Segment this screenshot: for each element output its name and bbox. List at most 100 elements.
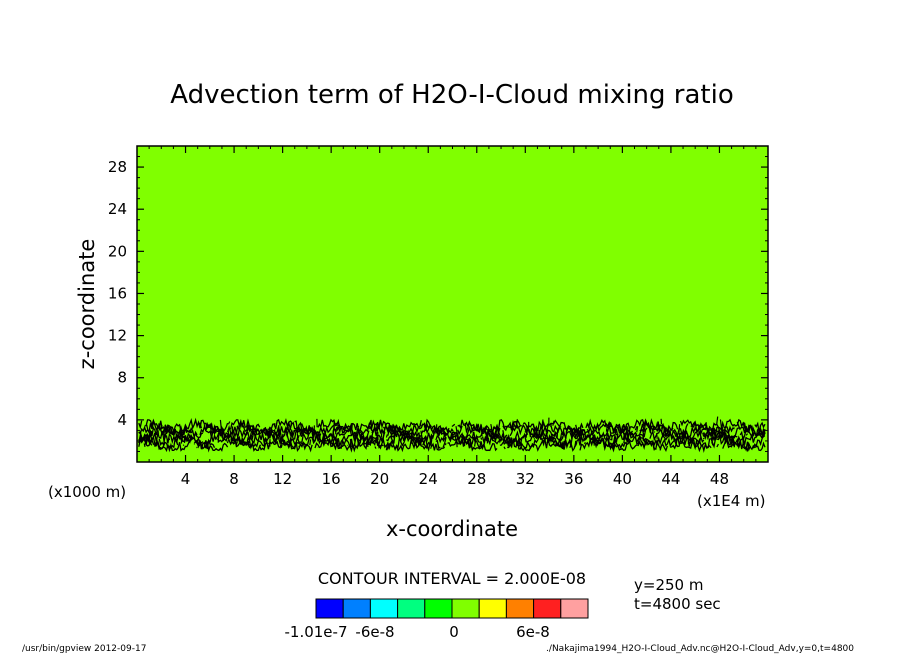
contour-wisp: [279, 429, 281, 436]
contour-wisp: [541, 419, 544, 427]
contour-wisp: [371, 431, 374, 434]
contour-wisp: [443, 446, 445, 448]
contour-wisp: [407, 436, 409, 439]
contour-wisp: [438, 427, 441, 435]
contour-wisp: [627, 438, 630, 443]
colorbar-swatch: [369, 598, 399, 619]
contour-wisp: [273, 429, 276, 431]
x-tick-label: 48: [710, 470, 729, 488]
contour-wisp: [448, 436, 452, 442]
contour-wisp: [337, 424, 339, 429]
contour-wisp: [285, 428, 288, 438]
y-axis-label: z-coordinate: [75, 239, 99, 370]
x-tick-label: 24: [419, 470, 438, 488]
x-tick-label: 20: [370, 470, 389, 488]
contour-wisp: [303, 428, 306, 433]
colorbar-swatch: [505, 598, 535, 619]
contour-wisp: [318, 433, 321, 438]
contour-wisp: [277, 425, 280, 427]
colorbar-swatch: [478, 598, 507, 619]
contour-wisp: [168, 437, 171, 441]
contour-wisp: [419, 423, 422, 427]
contour-wisp: [591, 436, 595, 440]
contour-wisp: [292, 430, 295, 432]
x-unit-label: (x1E4 m): [697, 492, 766, 510]
contour-wisp: [303, 431, 307, 434]
colorbar-swatch: [424, 598, 453, 619]
contour-wisp: [321, 430, 324, 433]
y-tick-label: 20: [108, 242, 127, 260]
contour-wisp: [351, 423, 353, 431]
colorbar-labels: -1.01e-7 -6e-8 0 6e-8: [285, 623, 550, 641]
contour-wisp: [144, 439, 147, 443]
contour-wisp: [628, 427, 631, 431]
contour-wisp: [538, 430, 541, 433]
contour-wisp: [183, 439, 186, 444]
plot-area: [136, 145, 769, 463]
contour-wisp: [276, 438, 279, 440]
contour-wisp: [327, 439, 330, 442]
contour-interval-label: CONTOUR INTERVAL = 2.000E-08: [318, 569, 586, 588]
contour-wisp: [703, 433, 706, 438]
y-unit-label: (x1000 m): [48, 483, 126, 501]
y-tick-label: 8: [117, 369, 127, 387]
contour-wisp: [393, 437, 396, 444]
contour-wisp: [494, 429, 498, 438]
footer-right: ./Nakajima1994_H2O-I-Cloud_Adv.nc@H2O-I-…: [546, 644, 854, 654]
contour-wisp: [607, 437, 610, 444]
contour-wisp: [745, 425, 748, 430]
contour-wisp: [503, 446, 506, 450]
contour-wisp: [289, 422, 293, 431]
contour-wisp: [184, 425, 188, 433]
contour-wisp: [745, 433, 749, 436]
y-tick-label: 24: [108, 200, 127, 218]
contour-wisp: [732, 442, 735, 447]
contour-wisp: [587, 423, 590, 426]
contour-wisp: [551, 443, 554, 446]
contour-wisp: [472, 429, 475, 432]
contour-wisp: [597, 439, 599, 442]
contour-wisp: [342, 427, 345, 431]
colorbar-label: 0: [449, 623, 459, 641]
contour-wisp: [515, 419, 518, 429]
contour-wisp: [719, 419, 723, 428]
contour-wisp: [744, 424, 746, 427]
contour-wisp: [442, 438, 445, 442]
contour-wisp: [573, 428, 577, 434]
contour-wisp: [756, 428, 759, 432]
contour-wisp: [349, 424, 352, 428]
contour-wisp: [531, 443, 535, 447]
contour-wisp: [556, 429, 559, 433]
contour-wisp: [556, 430, 559, 439]
contour-wisp: [660, 426, 663, 429]
contour-wisp: [422, 441, 425, 446]
contour-wisp: [550, 422, 552, 427]
contour-wisp: [579, 425, 582, 433]
contour-wisp: [559, 432, 563, 441]
contour-wisp: [363, 439, 365, 443]
footer-left: /usr/bin/gpview 2012-09-17: [22, 644, 146, 654]
contour-wisp: [219, 419, 222, 429]
x-tick-label: 40: [613, 470, 632, 488]
x-tick-label: 36: [564, 470, 583, 488]
contour-wisp: [356, 425, 360, 431]
contour-wisp: [251, 424, 254, 433]
contour-wisp: [684, 432, 687, 435]
contour-wisp: [179, 432, 182, 438]
colorbar-swatch: [560, 598, 589, 619]
contour-wisp: [259, 444, 262, 447]
colorbar-label: -1.01e-7: [285, 623, 348, 641]
contour-wisp: [331, 444, 334, 447]
contour-wisp: [349, 426, 352, 432]
colorbar-swatch: [397, 598, 426, 619]
contour-wisp: [264, 429, 267, 436]
contour-wisp: [359, 432, 363, 437]
contour-wisp: [270, 429, 273, 434]
x-tick-label: 4: [181, 470, 191, 488]
contour-wisp: [390, 441, 393, 444]
contour-wisp: [183, 440, 185, 443]
contour-wisp: [716, 416, 719, 426]
contour-wisp: [247, 443, 251, 447]
colorbar-swatch: [315, 598, 344, 619]
contour-wisp: [309, 439, 312, 446]
